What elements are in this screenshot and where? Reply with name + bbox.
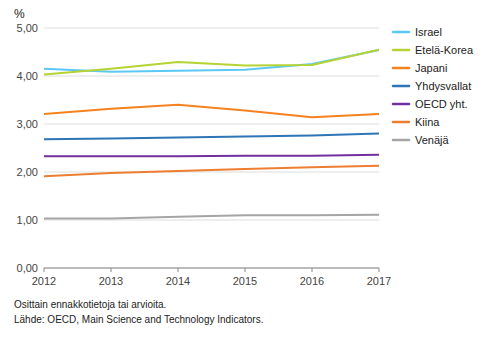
x-tick (312, 268, 313, 272)
series-line (44, 155, 379, 156)
y-tick-label: 1,00 (17, 214, 38, 226)
x-tick (44, 268, 45, 272)
series-line (44, 105, 379, 117)
grid-line (44, 220, 379, 221)
legend-swatch (393, 103, 409, 106)
x-tick-label: 2012 (32, 275, 56, 287)
y-tick-label: 5,00 (17, 22, 38, 34)
legend-label: Yhdysvallat (415, 80, 471, 92)
y-axis-label: % (14, 7, 25, 21)
y-grid (44, 28, 379, 268)
y-tick-label: 4,00 (17, 70, 38, 82)
chart-svg: 0,00 1,00 2,00 3,00 4,00 5,00% 2012 2013 2014 201… (0, 0, 491, 340)
y-tick-label: 2,00 (17, 166, 38, 178)
legend-swatch (393, 121, 409, 124)
legend-label: Japani (415, 62, 447, 74)
legend-label: Israel (415, 26, 442, 38)
background (0, 0, 491, 340)
y-tick-label: 0,00 (17, 262, 38, 274)
legend: Israel Etelä-Korea Japani Yhdysvallat OECD y… (393, 26, 474, 146)
grid-line (44, 124, 379, 125)
grid-line (44, 76, 379, 77)
footnote: Lähde: OECD, Main Science and Technology… (14, 314, 263, 325)
legend-label: OECD yht. (415, 98, 468, 110)
legend-swatch (393, 139, 409, 142)
grid-line (44, 172, 379, 173)
series-line (44, 166, 379, 177)
legend-label: Venäjä (415, 134, 450, 146)
grid-line (44, 28, 379, 29)
x-tick (379, 268, 380, 272)
lines (44, 50, 379, 219)
x-tick (111, 268, 112, 272)
x-tick-label: 2016 (300, 275, 324, 287)
series-line (44, 50, 379, 75)
grid-line (44, 268, 379, 269)
legend-label: Kiina (415, 116, 440, 128)
x-tick (178, 268, 179, 272)
x-tick-label: 2013 (99, 275, 123, 287)
legend-swatch (393, 31, 409, 34)
x-tick-label: 2017 (367, 275, 391, 287)
series-line (44, 215, 379, 219)
x-tick-label: 2014 (166, 275, 190, 287)
footnote: Osittain ennakkotietoja tai arvioita. (14, 299, 166, 310)
legend-swatch (393, 49, 409, 52)
series-line (44, 134, 379, 140)
x-tick (245, 268, 246, 272)
chart-container: 0,00 1,00 2,00 3,00 4,00 5,00% 2012 2013 2014 201… (0, 0, 491, 340)
y-tick-label: 3,00 (17, 118, 38, 130)
legend-swatch (393, 85, 409, 88)
x-axis-line (44, 268, 379, 269)
legend-swatch (393, 67, 409, 70)
legend-label: Etelä-Korea (415, 44, 474, 56)
x-tick-label: 2015 (233, 275, 257, 287)
